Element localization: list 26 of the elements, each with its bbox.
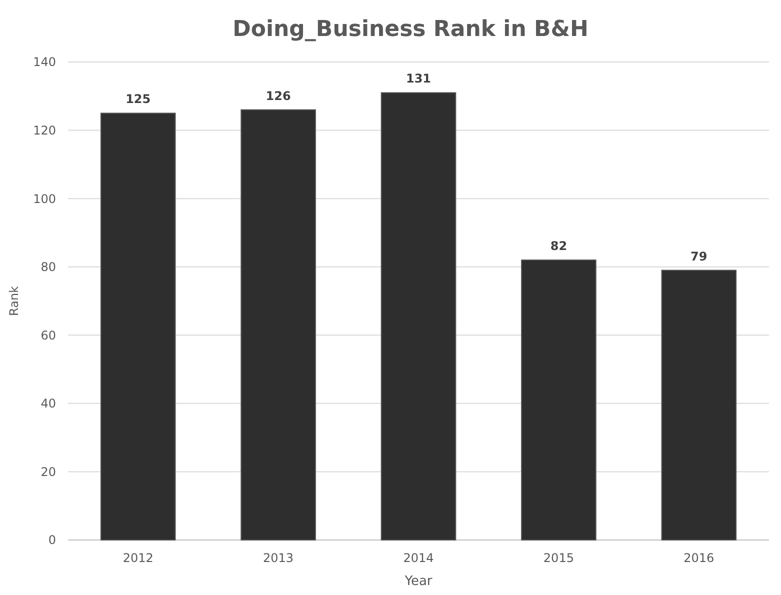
data-label: 79 (690, 249, 708, 264)
bar (521, 260, 596, 540)
data-label: 126 (266, 88, 291, 103)
bar (661, 270, 737, 540)
data-label: 82 (550, 239, 568, 254)
x-axis-title: Year (404, 574, 433, 589)
y-tick-label: 20 (40, 464, 56, 479)
data-label: 125 (126, 92, 151, 106)
y-tick-label: 60 (40, 328, 56, 342)
x-tick-label: 2016 (684, 551, 714, 565)
x-tick-label: 2012 (122, 551, 154, 565)
y-tick-label: 140 (33, 55, 56, 70)
y-axis-title: Rank (7, 286, 21, 316)
bar (100, 112, 176, 540)
x-tick-label: 2013 (263, 551, 294, 565)
bar (380, 92, 456, 540)
y-tick-label: 100 (33, 192, 56, 206)
data-label: 131 (406, 72, 432, 86)
x-tick-label: 2014 (403, 551, 434, 565)
chart-title: Doing_Business Rank in B&H (232, 17, 588, 42)
y-tick-label: 0 (48, 533, 56, 548)
x-tick-label: 2015 (543, 551, 574, 565)
y-tick-label: 80 (40, 260, 56, 274)
bar (240, 109, 316, 540)
y-tick-label: 40 (40, 396, 56, 411)
y-tick-label: 120 (33, 123, 56, 138)
